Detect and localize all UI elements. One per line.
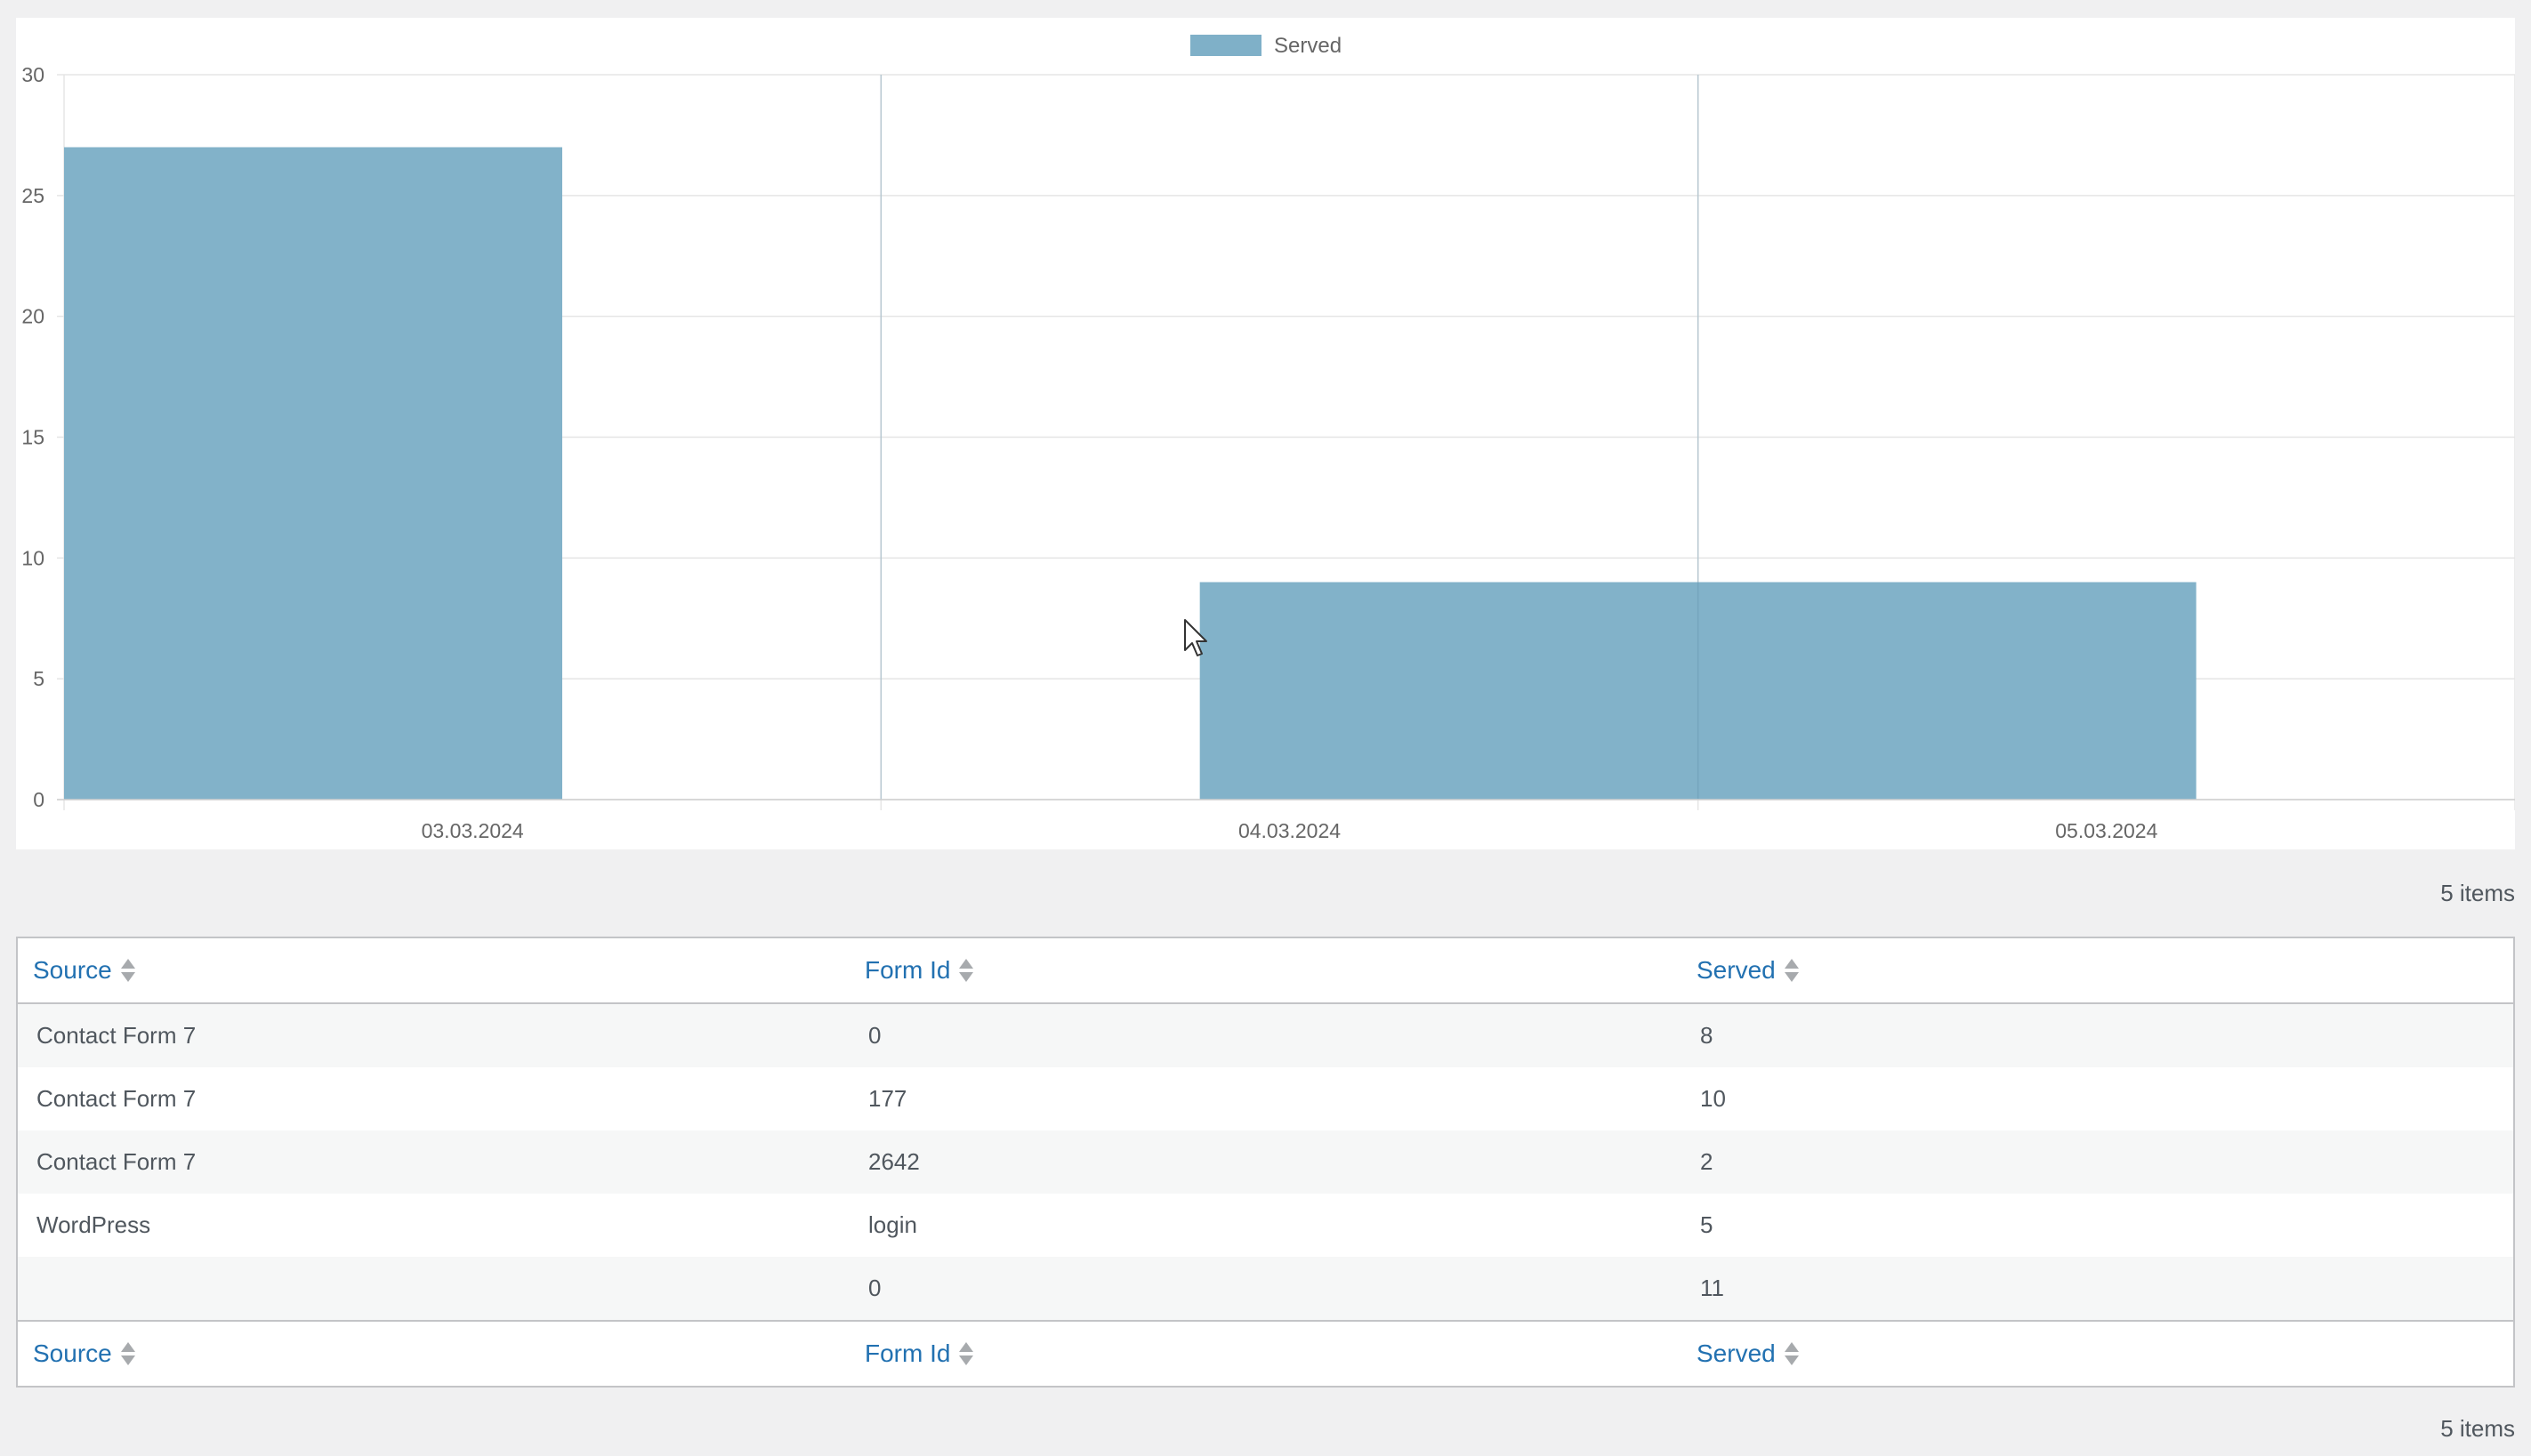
bar-chart: 0 5 10 15 20 25 30 03.03.2024 04.03.2024 05.03.20…	[21, 34, 2515, 842]
column-header-served[interactable]: Served	[1681, 938, 2513, 1004]
cell-source: Contact Form 7	[18, 1003, 850, 1067]
cell-source: Contact Form 7	[18, 1067, 850, 1130]
cell-form-id: 0	[850, 1257, 1681, 1321]
bar	[1199, 582, 2196, 800]
sort-arrows-icon	[1784, 959, 1799, 982]
sort-arrows-icon	[1784, 1342, 1799, 1365]
table-row: Contact Form 7 0 8	[18, 1003, 2513, 1067]
table-row: 0 11	[18, 1257, 2513, 1321]
y-tick-label: 15	[21, 426, 44, 449]
table-row: WordPress login 5	[18, 1194, 2513, 1257]
cell-served: 10	[1681, 1067, 2513, 1130]
column-header-form-id[interactable]: Form Id	[850, 938, 1681, 1004]
cell-form-id: login	[850, 1194, 1681, 1257]
table-row: Contact Form 7 177 10	[18, 1067, 2513, 1130]
column-label-form-id: Form Id	[865, 1339, 951, 1367]
bar	[64, 147, 562, 800]
column-header-source[interactable]: Source	[18, 938, 850, 1004]
mouse-cursor-icon	[1184, 619, 1207, 656]
column-footer-form-id[interactable]: Form Id	[850, 1320, 1681, 1386]
cell-source: Contact Form 7	[18, 1130, 850, 1194]
x-tick-label: 05.03.2024	[2055, 819, 2157, 842]
cell-served: 11	[1681, 1257, 2513, 1321]
cell-form-id: 0	[850, 1003, 1681, 1067]
cell-source	[18, 1257, 850, 1321]
column-label-source: Source	[33, 1339, 112, 1367]
y-tick-label: 0	[33, 788, 44, 811]
column-footer-served[interactable]: Served	[1681, 1320, 2513, 1386]
column-label-served: Served	[1697, 956, 1776, 984]
cell-source: WordPress	[18, 1194, 850, 1257]
cell-served: 5	[1681, 1194, 2513, 1257]
cell-form-id: 177	[850, 1067, 1681, 1130]
items-count-top: 5 items	[2440, 880, 2515, 906]
y-tick-label: 5	[33, 667, 44, 690]
chart-panel: 0 5 10 15 20 25 30 03.03.2024 04.03.2024 05.03.20…	[16, 18, 2515, 849]
sort-arrows-icon	[959, 959, 974, 982]
table-footer-row: Source Form Id Served	[18, 1320, 2513, 1386]
x-tick-label: 04.03.2024	[1238, 819, 1341, 842]
column-label-source: Source	[33, 956, 112, 984]
data-table: Source Form Id Served Contact Form 7 0 8…	[16, 937, 2515, 1388]
table-row: Contact Form 7 2642 2	[18, 1130, 2513, 1194]
sort-arrows-icon	[120, 959, 135, 982]
legend-swatch	[1190, 35, 1261, 56]
y-tick-label: 30	[21, 63, 44, 86]
y-tick-label: 20	[21, 305, 44, 328]
column-footer-source[interactable]: Source	[18, 1320, 850, 1386]
y-tick-label: 10	[21, 546, 44, 569]
cell-form-id: 2642	[850, 1130, 1681, 1194]
sort-arrows-icon	[120, 1342, 135, 1365]
column-label-form-id: Form Id	[865, 956, 951, 984]
x-tick-label: 03.03.2024	[422, 819, 524, 842]
cell-served: 2	[1681, 1130, 2513, 1194]
column-label-served: Served	[1697, 1339, 1776, 1367]
y-tick-label: 25	[21, 184, 44, 207]
cell-served: 8	[1681, 1003, 2513, 1067]
table-header-row: Source Form Id Served	[18, 938, 2513, 1004]
legend-label: Served	[1274, 34, 1342, 58]
sort-arrows-icon	[959, 1342, 974, 1365]
items-count-bottom: 5 items	[2440, 1415, 2515, 1442]
